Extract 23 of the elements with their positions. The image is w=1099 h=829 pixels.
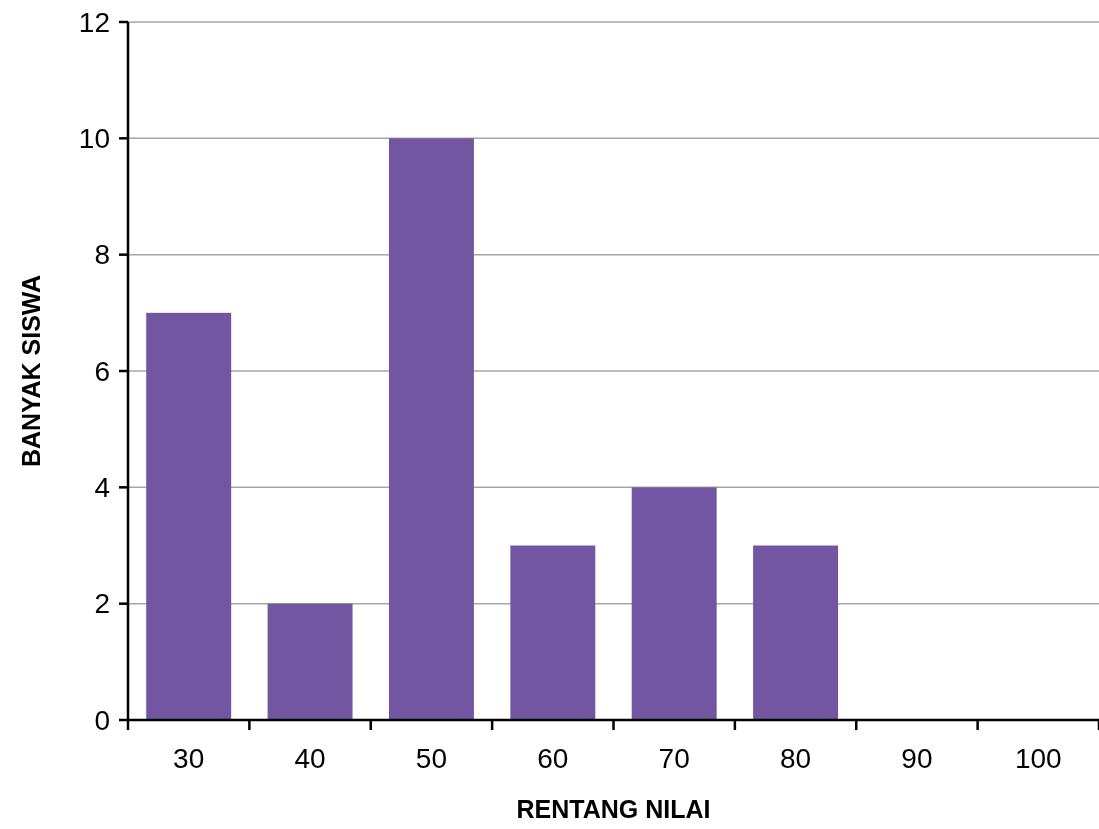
bar [267, 603, 353, 720]
y-axis-title: BANYAK SISWA [17, 274, 45, 468]
x-tick-label: 40 [294, 743, 326, 774]
bar [510, 545, 596, 720]
y-tick-label: 8 [94, 239, 110, 271]
y-tick-label: 10 [78, 123, 110, 155]
x-tick-label: 60 [537, 743, 569, 774]
x-tick-label: 100 [1014, 743, 1062, 774]
y-tick-label: 2 [94, 588, 110, 620]
y-tick-label: 4 [94, 472, 110, 504]
bar [146, 312, 232, 720]
x-tick-label: 70 [658, 743, 690, 774]
x-tick-label: 50 [415, 743, 448, 774]
bar [631, 487, 717, 720]
x-tick-label: 90 [901, 743, 933, 774]
y-tick-label: 0 [94, 704, 110, 736]
y-tick-label: 12 [78, 6, 110, 38]
bar [753, 545, 839, 720]
x-tick-label: 80 [779, 743, 812, 774]
x-tick-label: 30 [173, 743, 205, 774]
x-axis-title: RENTANG NILAI [516, 795, 711, 823]
y-tick-label: 6 [94, 355, 110, 387]
bar [388, 138, 474, 720]
